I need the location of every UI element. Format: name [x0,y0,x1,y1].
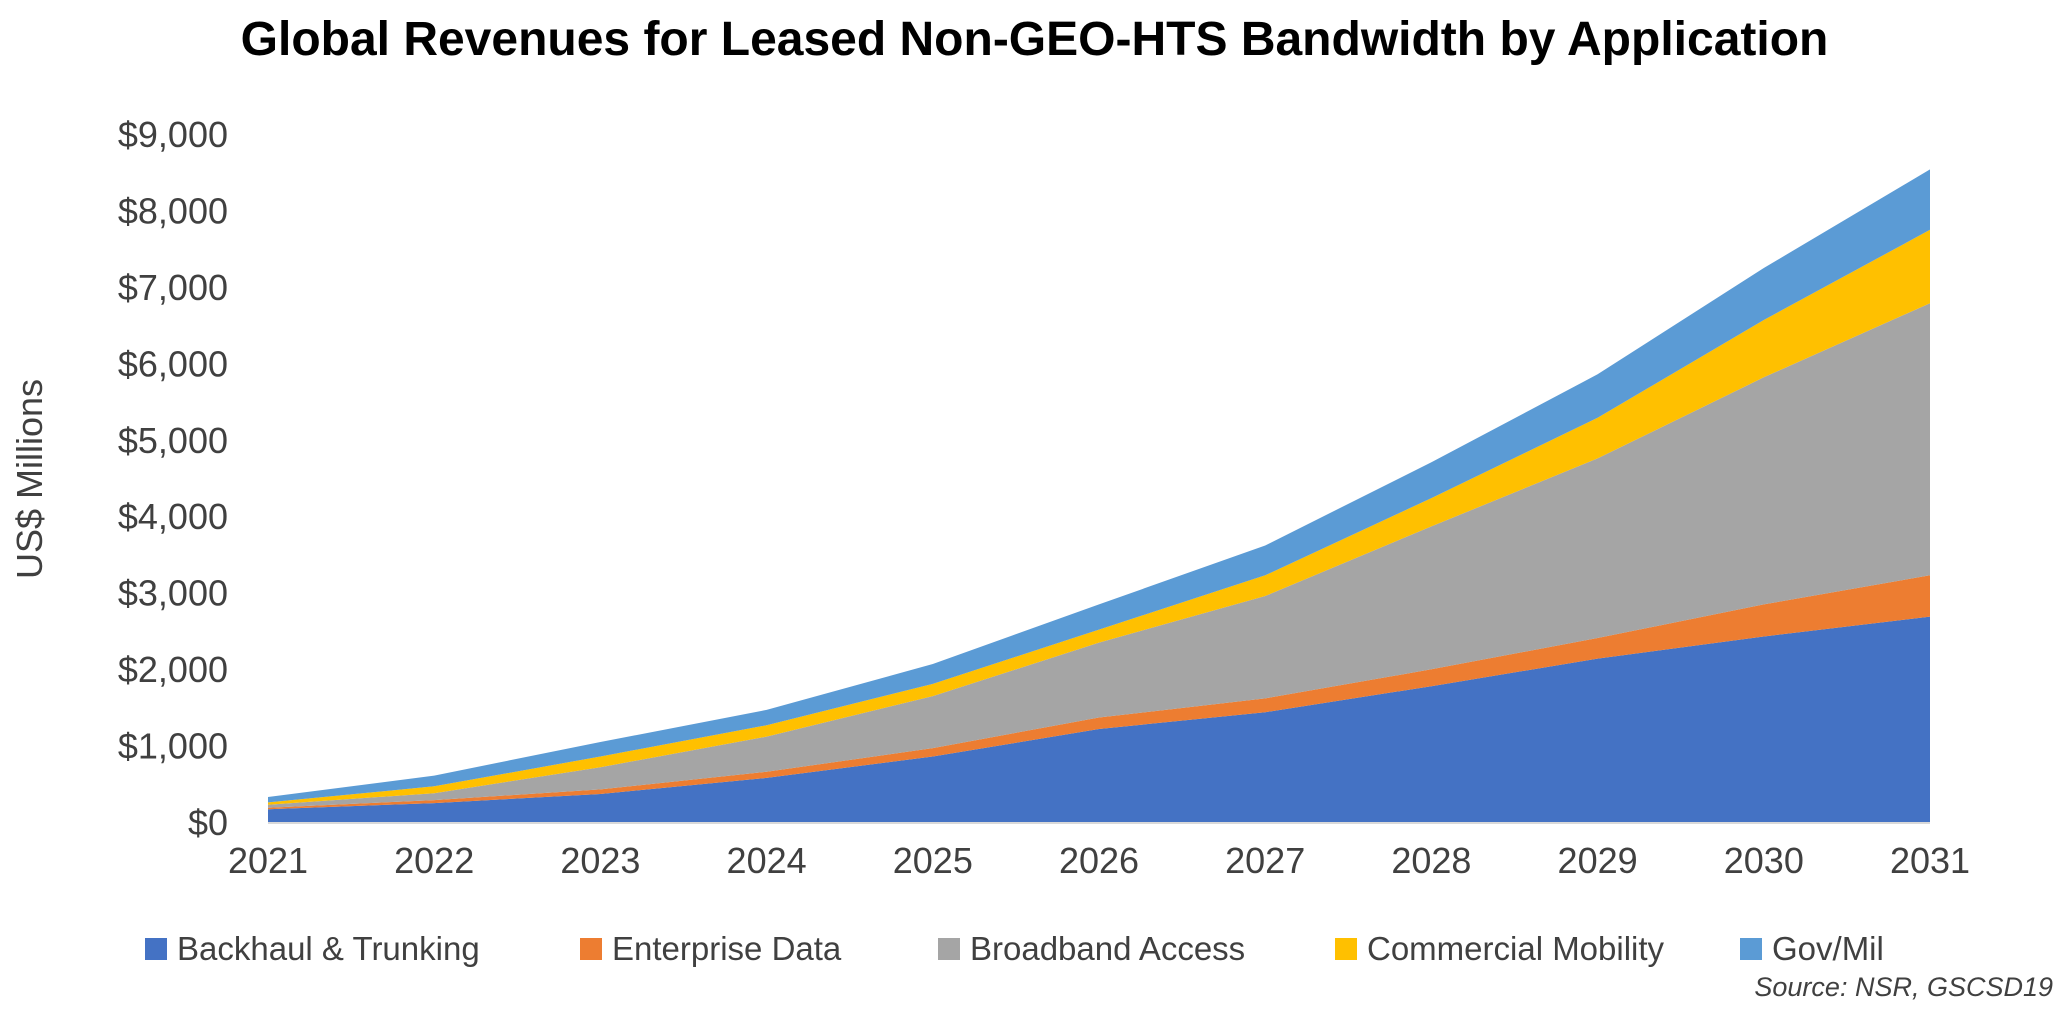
x-tick-label: 2021 [228,840,308,881]
y-tick-label: $9,000 [118,114,228,155]
y-axis-label: US$ Millions [9,379,50,579]
area-series-3 [268,303,1930,808]
area-series-1 [268,616,1930,823]
x-tick-label: 2031 [1890,840,1970,881]
x-tick-label: 2022 [394,840,474,881]
x-tick-label: 2025 [893,840,973,881]
y-tick-label: $7,000 [118,267,228,308]
legend-label: Backhaul & Trunking [177,930,480,967]
legend-item: Backhaul & Trunking [145,930,480,968]
y-tick-label: $6,000 [118,343,228,384]
y-tick-label: $1,000 [118,726,228,767]
chart-title: Global Revenues for Leased Non-GEO-HTS B… [240,13,1829,66]
legend-swatch [938,938,960,960]
legend-label: Gov/Mil [1772,930,1884,967]
source-note: Source: NSR, GSCSD19 [1754,972,2053,1002]
legend-item: Gov/Mil [1740,930,1884,968]
legend-item: Enterprise Data [580,930,841,968]
x-tick-label: 2029 [1558,840,1638,881]
legend: Backhaul & Trunking Enterprise Data Broadb… [145,930,1945,980]
legend-label: Enterprise Data [612,930,842,967]
x-tick-label: 2026 [1059,840,1139,881]
x-tick-label: 2030 [1724,840,1804,881]
legend-swatch [1740,938,1762,960]
x-tick-label: 2028 [1391,840,1471,881]
x-tick-label: 2023 [560,840,640,881]
legend-swatch [1335,938,1357,960]
legend-label: Commercial Mobility [1367,930,1665,967]
x-tick-label: 2027 [1225,840,1305,881]
y-tick-label: $0 [188,802,228,843]
y-tick-label: $5,000 [118,420,228,461]
legend-item: Broadband Access [938,930,1245,968]
legend-item: Commercial Mobility [1335,930,1664,968]
legend-swatch [145,938,167,960]
y-tick-label: $8,000 [118,190,228,231]
legend-swatch [580,938,602,960]
y-tick-label: $2,000 [118,649,228,690]
x-tick-label: 2024 [727,840,807,881]
legend-label: Broadband Access [970,930,1246,967]
y-tick-label: $4,000 [118,496,228,537]
y-tick-label: $3,000 [118,573,228,614]
